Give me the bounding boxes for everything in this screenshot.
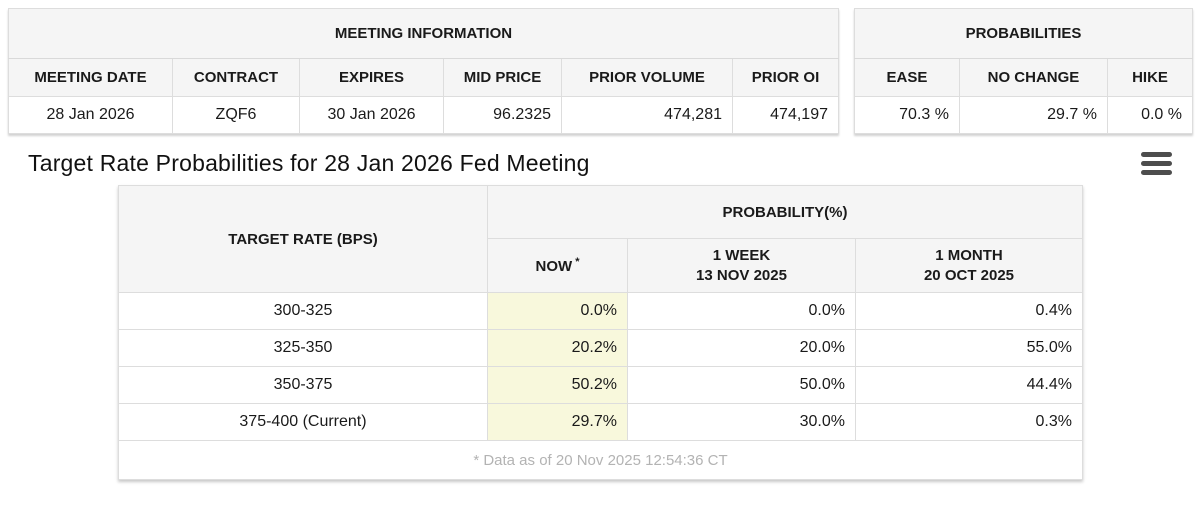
now-probability-cell: 0.0% [487, 292, 628, 330]
target-rate-bps-header: TARGET RATE (BPS) [118, 185, 488, 293]
prior-oi-value: 474,197 [732, 96, 839, 134]
month-probability-cell: 44.4% [855, 366, 1083, 404]
week-probability-cell: 30.0% [627, 403, 856, 441]
probabilities-data-row: 70.3 % 29.7 % 0.0 % [853, 96, 1194, 134]
table-row: 300-325 0.0% 0.0% 0.4% [118, 292, 1083, 330]
target-rate-section: TARGET RATE (BPS) PROBABILITY(%) NOW * 1 … [0, 185, 1200, 480]
col-no-change: NO CHANGE [958, 58, 1108, 97]
col-mid-price: MID PRICE [443, 58, 562, 97]
hamburger-bar [1141, 161, 1172, 166]
now-column-header: NOW * [487, 238, 628, 293]
now-probability-cell: 29.7% [487, 403, 628, 441]
page-title: Target Rate Probabilities for 28 Jan 202… [28, 150, 590, 176]
target-rate-cell: 300-325 [118, 292, 488, 330]
meeting-date-value: 28 Jan 2026 [8, 96, 173, 134]
month-probability-cell: 55.0% [855, 329, 1083, 367]
ease-value: 70.3 % [853, 96, 960, 134]
month-probability-cell: 0.3% [855, 403, 1083, 441]
target-rate-cell: 325-350 [118, 329, 488, 367]
one-week-label: 1 WEEK [712, 247, 771, 264]
month-probability-cell: 0.4% [855, 292, 1083, 330]
one-week-column-header: 1 WEEK 13 NOV 2025 [627, 238, 856, 293]
now-probability-cell: 20.2% [487, 329, 628, 367]
footnote-row: * Data as of 20 Nov 2025 12:54:36 CT [118, 440, 1083, 480]
col-prior-oi: PRIOR OI [732, 58, 839, 97]
col-ease: EASE [853, 58, 960, 97]
meeting-information-data-row: 28 Jan 2026 ZQF6 30 Jan 2026 96.2325 474… [8, 96, 839, 134]
one-month-label: 1 MONTH [935, 247, 1003, 264]
probability-pct-header: PROBABILITY(%) [487, 185, 1083, 239]
asterisk-note-marker: * [575, 255, 580, 268]
contract-value: ZQF6 [172, 96, 300, 134]
data-as-of-footnote: * Data as of 20 Nov 2025 12:54:36 CT [118, 440, 1083, 480]
probabilities-title: PROBABILITIES [853, 8, 1194, 59]
heading-row: Target Rate Probabilities for 28 Jan 202… [0, 134, 1200, 185]
mid-price-value: 96.2325 [443, 96, 562, 134]
week-probability-cell: 0.0% [627, 292, 856, 330]
col-hike: HIKE [1106, 58, 1194, 97]
prior-volume-value: 474,281 [561, 96, 733, 134]
one-month-date: 20 OCT 2025 [923, 266, 1015, 284]
table-row: 375-400 (Current) 29.7% 30.0% 0.3% [118, 403, 1083, 441]
week-probability-cell: 20.0% [627, 329, 856, 367]
col-expires: EXPIRES [299, 58, 444, 97]
col-contract: CONTRACT [172, 58, 300, 97]
col-meeting-date: MEETING DATE [8, 58, 173, 97]
no-change-value: 29.7 % [958, 96, 1108, 134]
expires-value: 30 Jan 2026 [299, 96, 444, 134]
meeting-information-title: MEETING INFORMATION [8, 8, 839, 59]
one-week-date: 13 NOV 2025 [696, 266, 787, 284]
meeting-information-table: MEETING INFORMATION MEETING DATE CONTRAC… [8, 8, 839, 134]
col-prior-volume: PRIOR VOLUME [561, 58, 733, 97]
one-month-column-header: 1 MONTH 20 OCT 2025 [855, 238, 1083, 293]
table-row: 325-350 20.2% 20.0% 55.0% [118, 329, 1083, 367]
hamburger-bar [1141, 170, 1172, 175]
rate-table-sub-header-row: NOW * 1 WEEK 13 NOV 2025 1 MONTH 20 OCT 2… [119, 238, 1083, 293]
table-row: 350-375 50.2% 50.0% 44.4% [118, 366, 1083, 404]
probabilities-table: PROBABILITIES EASE NO CHANGE HIKE 70.3 %… [853, 8, 1194, 134]
probabilities-header-row: EASE NO CHANGE HIKE [853, 58, 1194, 97]
target-rate-cell: 350-375 [118, 366, 488, 404]
hamburger-menu-icon[interactable] [1141, 150, 1172, 177]
probabilities-title-row: PROBABILITIES [853, 8, 1194, 59]
target-rate-probabilities-table: TARGET RATE (BPS) PROBABILITY(%) NOW * 1 … [118, 185, 1083, 480]
now-probability-cell: 50.2% [487, 366, 628, 404]
target-rate-cell: 375-400 (Current) [118, 403, 488, 441]
week-probability-cell: 50.0% [627, 366, 856, 404]
top-summary-section: MEETING INFORMATION MEETING DATE CONTRAC… [0, 0, 1200, 134]
meeting-information-header-row: MEETING DATE CONTRACT EXPIRES MID PRICE … [8, 58, 839, 97]
meeting-information-title-row: MEETING INFORMATION [8, 8, 839, 59]
hamburger-bar [1141, 152, 1172, 157]
hike-value: 0.0 % [1106, 96, 1194, 134]
rate-table-group-header-row: TARGET RATE (BPS) PROBABILITY(%) [118, 185, 1083, 293]
